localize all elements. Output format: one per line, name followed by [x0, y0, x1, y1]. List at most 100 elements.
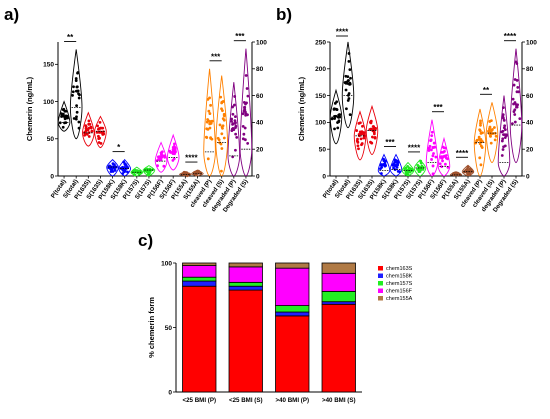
data-point [501, 148, 505, 151]
data-point [77, 120, 81, 124]
data-point [430, 158, 433, 161]
data-point [359, 137, 363, 141]
data-point [159, 158, 163, 162]
data-point [419, 161, 423, 165]
data-point [235, 136, 239, 139]
legend-swatch [378, 296, 383, 301]
data-point [75, 104, 78, 108]
bar-segment-chem157S [182, 276, 217, 282]
data-point [513, 113, 517, 116]
y-axis-title: Chemerin (ng/mL) [25, 76, 34, 141]
data-point [71, 90, 75, 94]
data-point [230, 129, 234, 133]
data-point [372, 127, 375, 131]
data-point [500, 139, 504, 143]
data-point [98, 120, 102, 124]
data-point [220, 100, 224, 104]
bar-segment-chem156F [321, 272, 356, 292]
violin-3 [94, 115, 107, 149]
data-point [360, 143, 363, 147]
data-point [87, 135, 91, 138]
significance-label: *** [433, 103, 443, 112]
data-point [185, 174, 189, 178]
right-tick-label: 80 [526, 66, 534, 73]
significance-label: **** [336, 28, 349, 37]
data-point [335, 107, 339, 111]
left-tick-label: 150 [43, 62, 54, 69]
data-point [75, 110, 79, 114]
data-point [207, 109, 211, 113]
panel-a-letter: a) [4, 5, 19, 24]
legend-label: chem156F [386, 289, 413, 295]
data-point [383, 163, 387, 167]
data-point [431, 146, 435, 149]
data-point [222, 114, 226, 118]
data-point [431, 172, 435, 176]
data-point [345, 107, 348, 111]
data-point [344, 74, 348, 78]
data-point [234, 124, 238, 128]
data-point [513, 120, 517, 124]
data-point [511, 122, 514, 126]
data-point [479, 119, 482, 123]
violin-0 [57, 100, 71, 132]
data-point [359, 121, 362, 125]
data-point [370, 141, 374, 145]
data-point [478, 128, 482, 132]
left-tick-label: 50 [319, 147, 327, 154]
data-point [384, 159, 388, 163]
data-point [502, 118, 506, 122]
data-point [61, 125, 65, 129]
data-point [380, 166, 384, 169]
data-point [468, 172, 472, 175]
data-point [344, 81, 348, 85]
data-point [61, 108, 65, 112]
data-point [58, 121, 62, 125]
data-point [71, 94, 74, 97]
violin-8 [154, 141, 168, 173]
data-point [494, 134, 498, 138]
significance-label: ** [67, 33, 74, 42]
panel-c-plot: 0 50 100 % chemerin form <25 BMI (P) <25 BMI … [147, 260, 413, 404]
panel-b-plot: 0 50 100 150 200 250 0 20 40 60 80 100 Chemerin (ng/… [297, 28, 537, 214]
bar-segment-chem155A [182, 262, 217, 266]
data-point [137, 172, 141, 176]
data-point [330, 117, 334, 121]
data-point [430, 130, 434, 134]
data-point [347, 52, 351, 55]
data-point [391, 163, 395, 166]
data-point [408, 167, 411, 171]
data-point [85, 133, 89, 136]
data-point [222, 136, 226, 140]
data-point [431, 164, 435, 168]
significance-label: * [117, 143, 121, 152]
panel-b-letter: b) [276, 5, 292, 24]
bar-segment-chem157S [228, 281, 263, 287]
bar-segment-chem156F [228, 266, 263, 283]
data-point [72, 117, 76, 120]
data-point [243, 138, 247, 142]
data-point [242, 132, 246, 136]
data-point [233, 115, 237, 119]
data-point [347, 59, 351, 63]
data-point [518, 117, 522, 121]
data-point [357, 147, 360, 151]
bar-segment-chem158K [182, 280, 217, 287]
data-point [481, 131, 484, 135]
violin-1 [69, 49, 83, 140]
data-point [74, 77, 78, 80]
x-tick-label: <25 BMI (S) [229, 397, 263, 404]
bar-segment-chem155A [321, 262, 356, 274]
bar-segment-chem155A [228, 262, 263, 268]
violin-13 [485, 102, 499, 164]
data-point [475, 139, 479, 143]
bar-segment-chem163S [182, 285, 217, 393]
data-point [182, 171, 186, 174]
right-tick-label: 40 [526, 120, 534, 127]
data-point [160, 150, 164, 154]
data-point [337, 120, 341, 124]
data-point [89, 125, 93, 129]
data-point [234, 132, 238, 136]
data-point [171, 152, 175, 156]
significance-label: *** [235, 32, 245, 41]
